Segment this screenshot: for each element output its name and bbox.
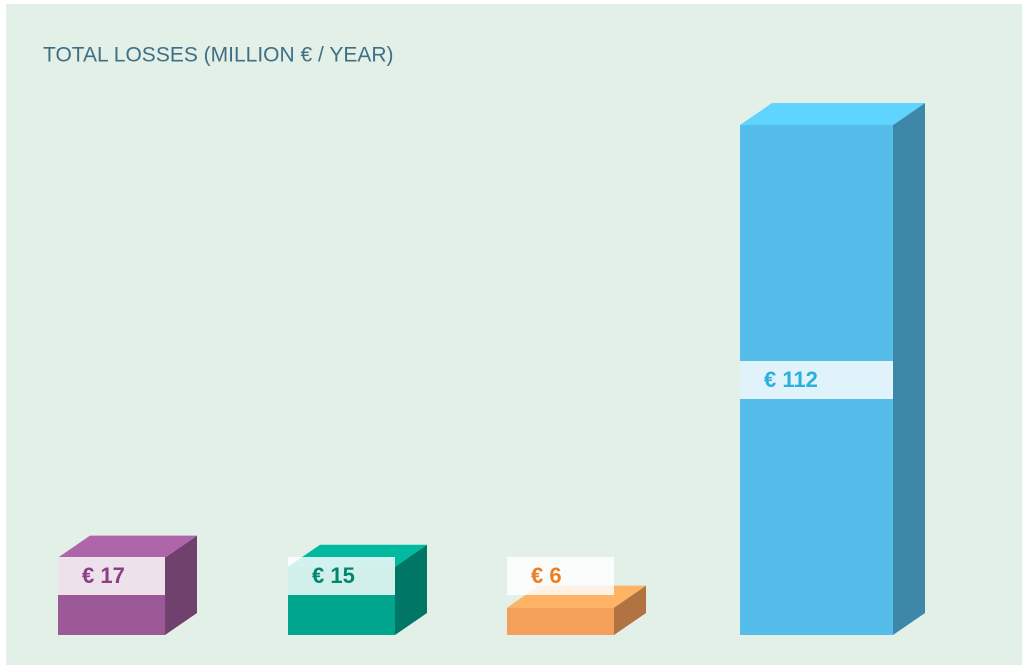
value-label: € 6 xyxy=(531,563,562,588)
value-label: € 15 xyxy=(312,563,355,588)
bar-top xyxy=(58,535,197,558)
label-band xyxy=(507,557,614,595)
label-band xyxy=(58,557,165,595)
bar-side xyxy=(614,585,646,635)
bar-side xyxy=(165,535,197,635)
label-band xyxy=(740,361,893,399)
bar xyxy=(507,607,614,635)
label-band xyxy=(288,557,395,595)
bar-side xyxy=(395,544,427,635)
bar-top xyxy=(740,103,925,125)
value-label: € 17 xyxy=(82,563,125,588)
value-label: € 112 xyxy=(764,367,818,392)
chart-title: TOTAL LOSSES (MILLION € / YEAR) xyxy=(43,44,394,67)
bar-side xyxy=(893,103,925,635)
